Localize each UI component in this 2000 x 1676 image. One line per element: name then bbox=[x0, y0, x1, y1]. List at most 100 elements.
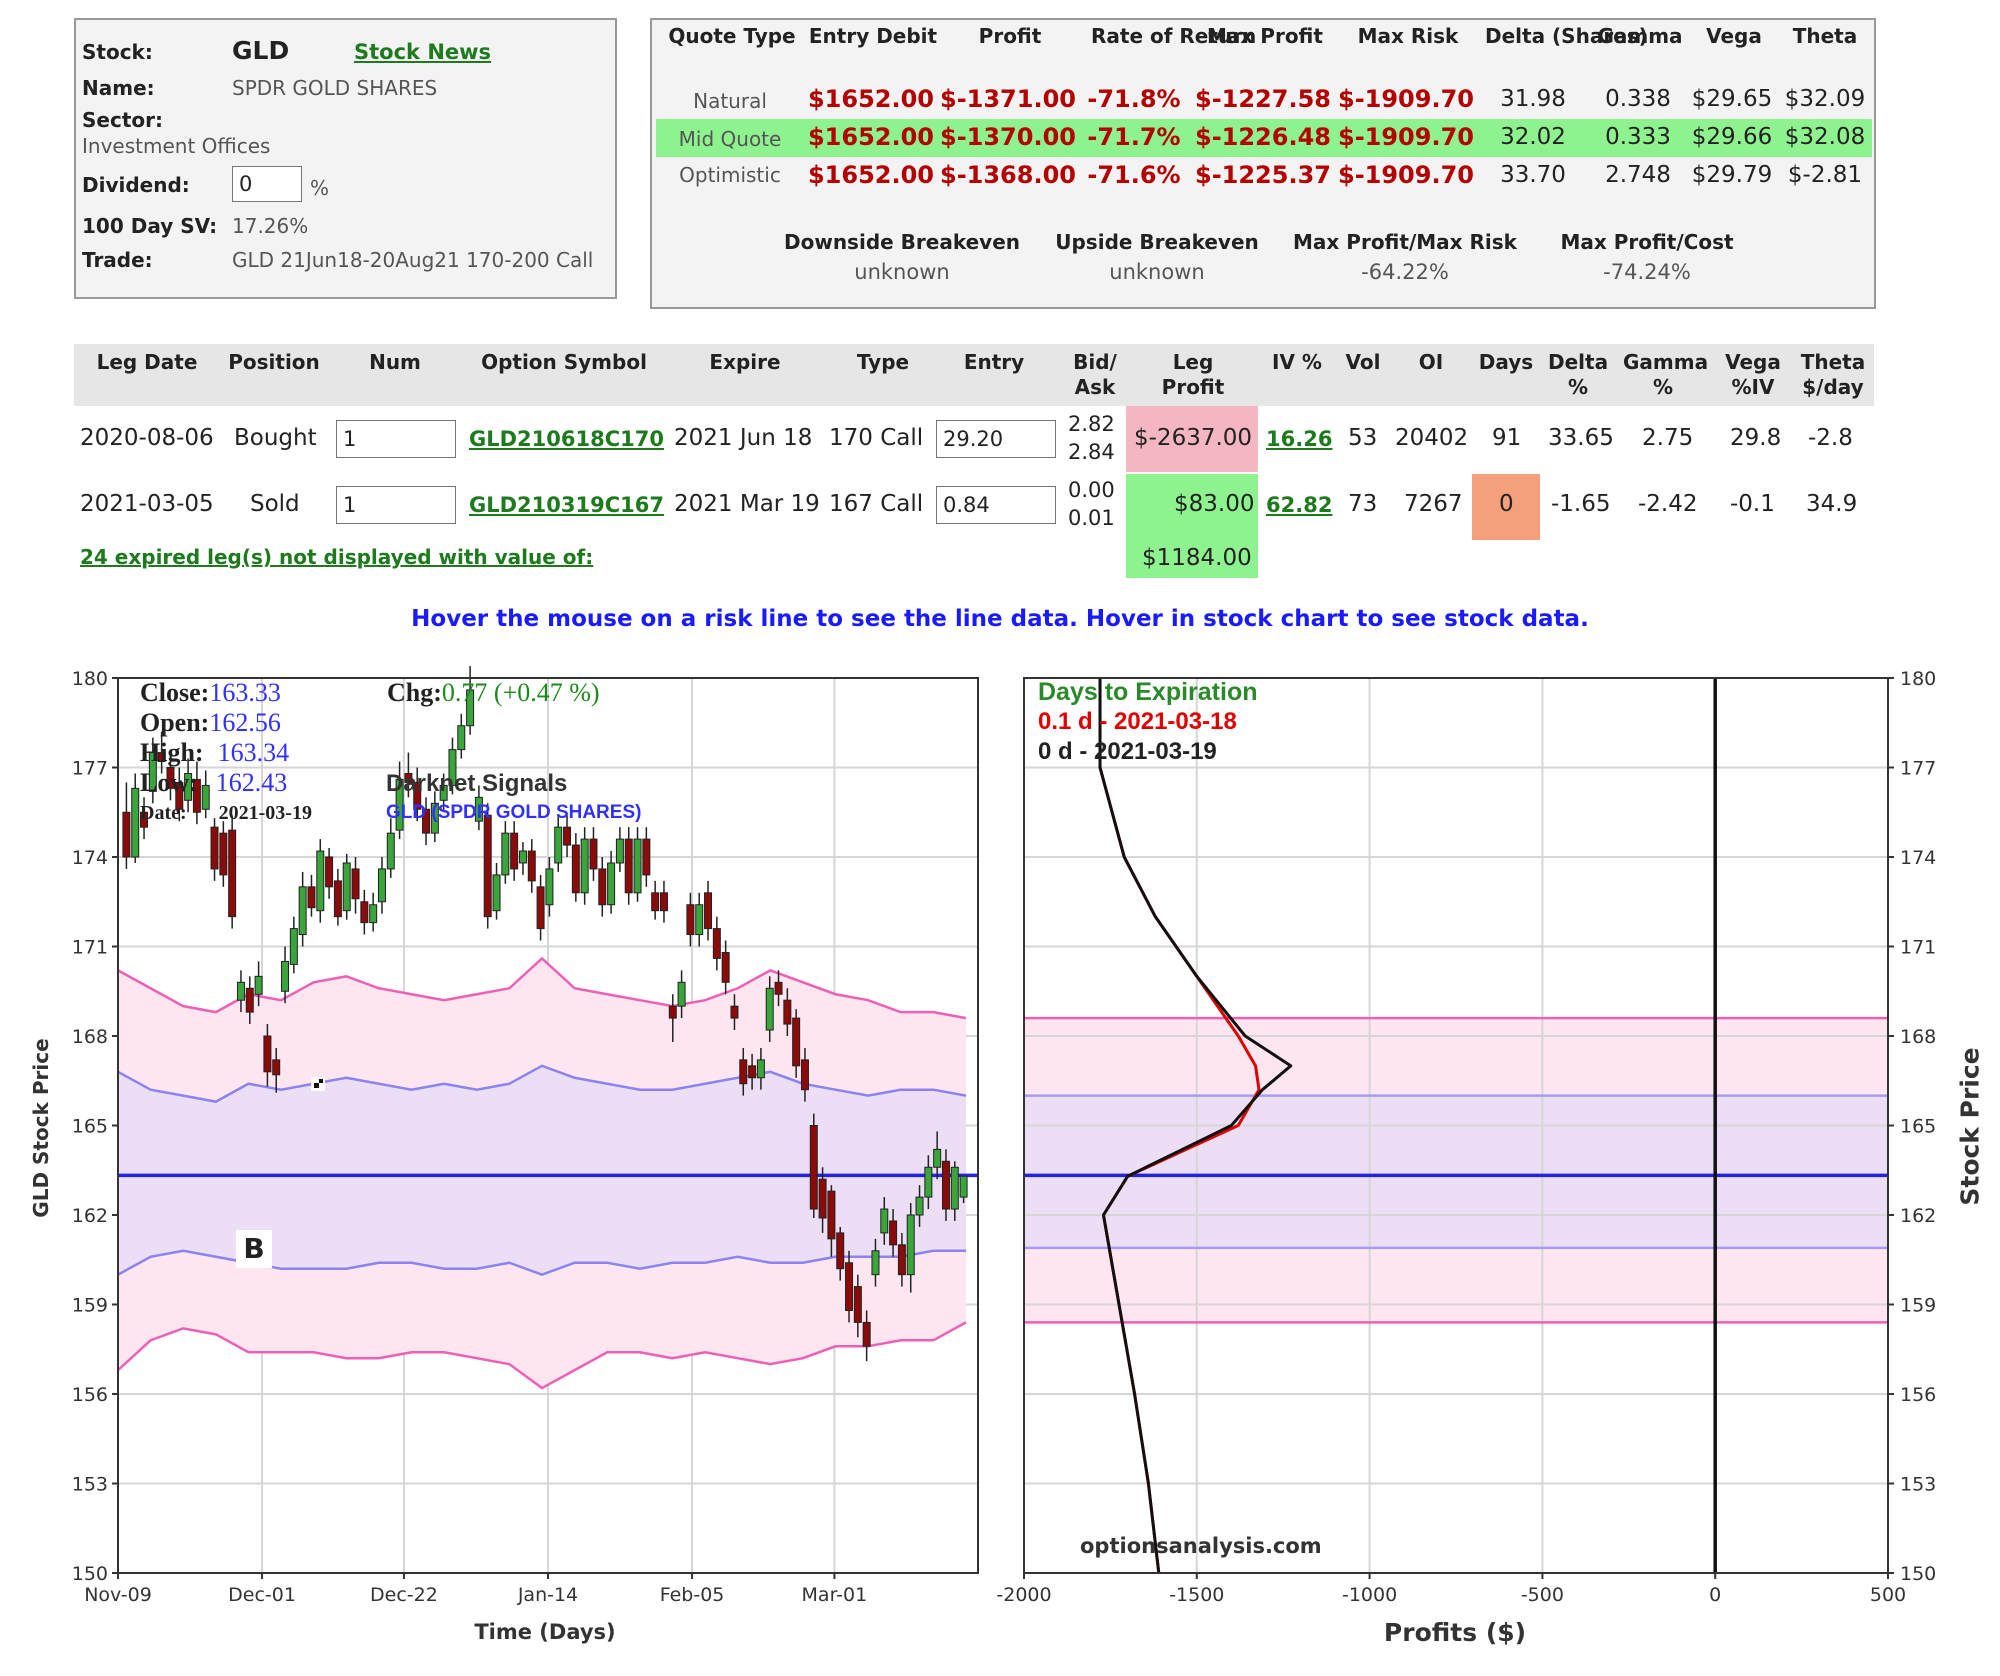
expired-legs-link[interactable]: 24 expired leg(s) not displayed with val… bbox=[80, 545, 594, 569]
leg-header-num: Num bbox=[369, 350, 421, 374]
max-profit-cost-label: Max Profit/Cost bbox=[1560, 230, 1734, 254]
leg-header-vol: Vol bbox=[1345, 350, 1381, 374]
band-fill-lower bbox=[118, 1250, 966, 1389]
leg-header-days: Days bbox=[1478, 350, 1534, 374]
stock-x-tick-label: Dec-01 bbox=[228, 1584, 296, 1606]
candle-body bbox=[325, 856, 334, 888]
option-symbol-link[interactable]: GLD210319C167 bbox=[469, 493, 664, 517]
sv-label: 100 Day SV: bbox=[82, 214, 218, 238]
dividend-label: Dividend: bbox=[82, 173, 190, 197]
candle-body bbox=[342, 862, 351, 912]
signal-dot-icon bbox=[311, 1077, 325, 1091]
leg-profit-cell-gain bbox=[1126, 474, 1258, 540]
stock-news-link[interactable]: Stock News bbox=[354, 40, 492, 64]
candle-body bbox=[589, 838, 598, 870]
profit: $-1370.00 bbox=[940, 123, 1076, 151]
risk-x-tick-label: -1500 bbox=[1169, 1584, 1224, 1606]
candle-body bbox=[721, 951, 730, 983]
candle-body bbox=[615, 838, 624, 864]
quote-table: Quote Type Entry Debit Profit Rate of Re… bbox=[658, 24, 1870, 48]
risk-x-axis-title: Profits ($) bbox=[1383, 1618, 1527, 1647]
stock-y-tick-label: 180 bbox=[72, 668, 108, 690]
entry-debit: $1652.00 bbox=[807, 123, 934, 151]
leg-header-expire: Expire bbox=[709, 350, 781, 374]
entry-debit: $1652.00 bbox=[807, 161, 934, 189]
candle-body bbox=[607, 862, 616, 906]
candle-body bbox=[360, 901, 369, 924]
leg-vol: 73 bbox=[1348, 491, 1378, 517]
stock-y-tick-label: 177 bbox=[72, 758, 108, 780]
leg-profit: $83.00 bbox=[1174, 491, 1255, 517]
name-label: Name: bbox=[82, 76, 155, 100]
legend-series-black[interactable]: 0 d - 2021-03-19 bbox=[1038, 738, 1217, 765]
candle-body bbox=[809, 1125, 818, 1210]
quote-row-optimistic[interactable]: Optimistic $1652.00 $-1368.00 -71.6% $-1… bbox=[656, 157, 1872, 195]
close-value: 163.33 bbox=[209, 678, 281, 707]
quote-header: Profit bbox=[978, 24, 1042, 48]
leg-expire: 2021 Jun 18 bbox=[674, 425, 813, 451]
leg-days: 0 bbox=[1499, 491, 1514, 517]
leg-delta: -1.65 bbox=[1551, 491, 1611, 517]
leg-header-date: Leg Date bbox=[96, 350, 198, 374]
stock-x-tick-label: Dec-22 bbox=[370, 1584, 438, 1606]
theta: $32.09 bbox=[1784, 86, 1866, 112]
delta: 31.98 bbox=[1500, 86, 1566, 112]
stock-x-tick-label: Feb-05 bbox=[660, 1584, 725, 1606]
dividend-input[interactable] bbox=[232, 166, 302, 202]
leg-header-gamma-text: Gamma % bbox=[1623, 350, 1709, 399]
stock-y-tick-label: 153 bbox=[72, 1474, 108, 1496]
candle-body bbox=[122, 811, 131, 858]
rate-of-return: -71.7% bbox=[1087, 123, 1181, 151]
leg-header-legprofit: Leg Profit bbox=[1128, 350, 1258, 400]
leg-header-bidask: Bid/ Ask bbox=[1060, 350, 1130, 400]
quote-row-natural[interactable]: Natural $1652.00 $-1371.00 -71.8% $-1227… bbox=[656, 81, 1872, 119]
leg-iv-link[interactable]: 62.82 bbox=[1266, 493, 1333, 517]
candle-body bbox=[298, 886, 307, 936]
candle-body bbox=[281, 960, 290, 992]
band-line-lower-outer bbox=[117, 1321, 967, 1390]
candle-body bbox=[245, 987, 254, 1013]
leg-header-theta: Theta $/day bbox=[1794, 350, 1872, 400]
candle-body bbox=[210, 826, 219, 870]
leg-position: Sold bbox=[250, 491, 300, 517]
quote-header: Vega bbox=[1706, 24, 1762, 48]
risk-y-tick-label: 168 bbox=[1900, 1026, 1936, 1048]
leg-num-input[interactable] bbox=[336, 420, 456, 458]
max-risk: $-1909.70 bbox=[1338, 85, 1474, 113]
leg-iv-link[interactable]: 16.26 bbox=[1266, 427, 1333, 451]
leg-entry-input[interactable] bbox=[936, 420, 1056, 458]
expired-value-cell bbox=[1126, 540, 1258, 578]
candle-body bbox=[377, 868, 386, 903]
candle-body bbox=[571, 844, 580, 894]
candle-body bbox=[880, 1208, 889, 1234]
leg-entry-input[interactable] bbox=[936, 486, 1056, 524]
candle-body bbox=[236, 981, 245, 1001]
candle-body bbox=[712, 928, 721, 959]
leg-header-iv: IV % bbox=[1272, 350, 1322, 374]
leg-header-vega-text: Vega %IV bbox=[1725, 350, 1781, 399]
sector-value: Investment Offices bbox=[82, 134, 271, 158]
candle-body bbox=[333, 880, 342, 918]
risk-chart[interactable]: 180 177 174 171 168 165 162 159 156 153 150 -2000 -1… bbox=[996, 668, 1936, 1606]
delta: 32.02 bbox=[1500, 124, 1566, 150]
downside-breakeven-label: Downside Breakeven bbox=[784, 230, 1020, 254]
candle-body bbox=[853, 1286, 862, 1323]
risk-y-tick-label: 150 bbox=[1900, 1563, 1936, 1585]
leg-header-gamma: Gamma % bbox=[1618, 350, 1708, 400]
leg-num-input[interactable] bbox=[336, 486, 456, 524]
candle-body bbox=[933, 1148, 942, 1168]
candle-body bbox=[659, 892, 668, 912]
risk-y-tick-label: 162 bbox=[1900, 1205, 1936, 1227]
risk-plot-bg bbox=[1024, 678, 1888, 1573]
option-symbol-link[interactable]: GLD210618C170 bbox=[469, 427, 664, 451]
leg-header-symbol: Option Symbol bbox=[481, 350, 647, 374]
quote-row-mid[interactable]: Mid Quote $1652.00 $-1370.00 -71.7% $-12… bbox=[656, 119, 1872, 157]
candle-body bbox=[800, 1059, 809, 1091]
risk-y-tick-label: 174 bbox=[1900, 847, 1936, 869]
risk-y-tick-label: 180 bbox=[1900, 668, 1936, 690]
leg-oi: 7267 bbox=[1404, 491, 1463, 517]
buy-marker-b[interactable]: B bbox=[236, 1230, 272, 1268]
max-profit: $-1227.58 bbox=[1195, 85, 1331, 113]
legend-series-red[interactable]: 0.1 d - 2021-03-18 bbox=[1038, 708, 1237, 735]
candle-body bbox=[897, 1244, 906, 1276]
